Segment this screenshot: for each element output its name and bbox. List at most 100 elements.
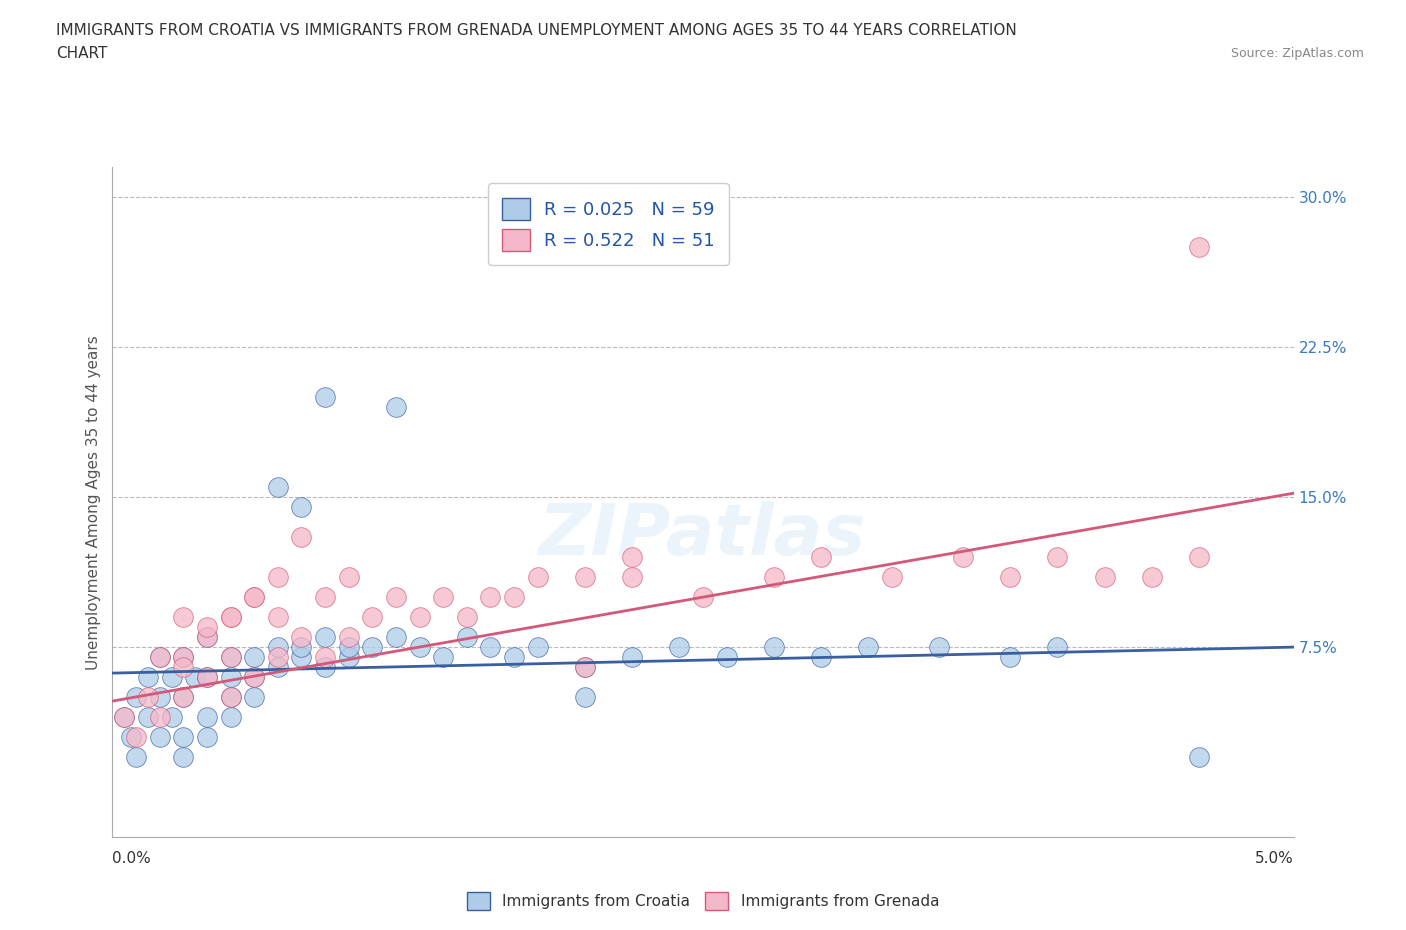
Point [136,710,159,724]
Point [172,650,194,665]
Text: IMMIGRANTS FROM CROATIA VS IMMIGRANTS FROM GRENADA UNEMPLOYMENT AMONG AGES 35 TO: IMMIGRANTS FROM CROATIA VS IMMIGRANTS FR… [56,23,1017,38]
Point [314,650,336,665]
Point [172,730,194,745]
Point [290,630,312,644]
Point [337,640,360,655]
Point [361,640,384,655]
Point [267,650,290,665]
Point [290,499,312,514]
Point [219,710,242,724]
Point [219,690,242,705]
Point [621,650,644,665]
Point [762,570,785,585]
Point [160,710,183,724]
Text: 0.0%: 0.0% [112,851,152,866]
Point [998,570,1021,585]
Point [952,550,974,565]
Point [385,590,408,604]
Point [267,640,290,655]
Point [1188,750,1211,764]
Point [243,590,266,604]
Point [526,570,548,585]
Point [290,650,312,665]
Point [172,610,194,625]
Point [243,670,266,684]
Point [120,730,142,745]
Point [337,570,360,585]
Point [160,670,183,684]
Point [574,690,596,705]
Text: ZIPatlas: ZIPatlas [540,501,866,570]
Point [219,610,242,625]
Point [314,630,336,644]
Point [195,670,218,684]
Point [149,710,172,724]
Point [1046,550,1069,565]
Point [1188,550,1211,565]
Point [574,659,596,674]
Point [172,690,194,705]
Point [112,710,135,724]
Text: CHART: CHART [56,46,108,61]
Point [1188,240,1211,255]
Point [408,640,430,655]
Point [219,650,242,665]
Point [432,590,454,604]
Point [267,570,290,585]
Point [621,570,644,585]
Point [243,690,266,705]
Point [810,550,832,565]
Point [219,610,242,625]
Point [219,690,242,705]
Point [337,630,360,644]
Point [880,570,903,585]
Point [172,650,194,665]
Point [136,690,159,705]
Point [314,590,336,604]
Point [314,390,336,405]
Point [692,590,714,604]
Point [149,650,172,665]
Point [574,570,596,585]
Point [149,650,172,665]
Point [314,659,336,674]
Point [267,659,290,674]
Point [125,730,148,745]
Point [125,690,148,705]
Point [337,650,360,665]
Point [267,480,290,495]
Point [479,640,502,655]
Point [243,650,266,665]
Point [526,640,548,655]
Point [456,610,478,625]
Point [408,610,430,625]
Point [149,690,172,705]
Point [762,640,785,655]
Point [172,750,194,764]
Point [195,630,218,644]
Point [928,640,950,655]
Point [184,670,207,684]
Point [172,690,194,705]
Point [195,630,218,644]
Point [195,619,218,634]
Point [136,670,159,684]
Point [112,710,135,724]
Point [1046,640,1069,655]
Point [998,650,1021,665]
Point [716,650,738,665]
Point [195,670,218,684]
Point [267,610,290,625]
Point [1094,570,1116,585]
Point [243,590,266,604]
Point [172,659,194,674]
Point [149,730,172,745]
Point [361,610,384,625]
Point [125,750,148,764]
Point [479,590,502,604]
Point [810,650,832,665]
Point [219,650,242,665]
Point [621,550,644,565]
Y-axis label: Unemployment Among Ages 35 to 44 years: Unemployment Among Ages 35 to 44 years [86,335,101,670]
Point [503,590,526,604]
